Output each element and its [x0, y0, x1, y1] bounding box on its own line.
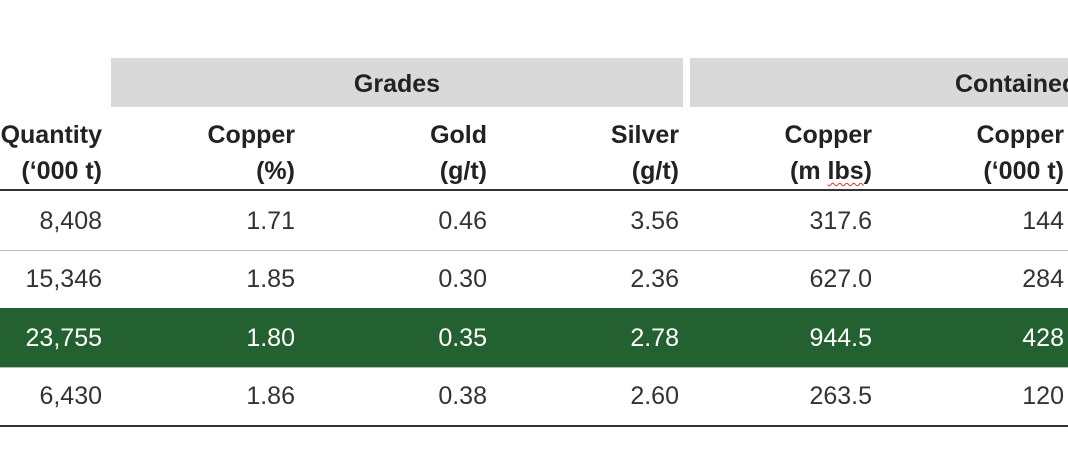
- highlight-row: [0, 308, 1068, 367]
- cell: 2.60: [630, 382, 679, 410]
- column-header: Silver: [610, 121, 679, 149]
- column-header: (m lbs): [790, 157, 872, 185]
- cell: 627.0: [809, 265, 872, 293]
- cell: 0.30: [438, 265, 487, 293]
- row-rule: [0, 250, 1068, 251]
- cell: 3.56: [630, 206, 679, 235]
- cell: 6,430: [39, 382, 102, 410]
- column-header: (g/t): [439, 157, 487, 185]
- cell: 263.5: [809, 382, 872, 410]
- header-rule: [0, 189, 1068, 191]
- cell: 1.86: [246, 382, 295, 410]
- cell: 2.78: [630, 323, 679, 352]
- contained-bar: [690, 58, 1068, 107]
- grades-bar: [111, 58, 683, 107]
- cell: 0.46: [438, 206, 487, 235]
- cell: 15,346: [25, 265, 102, 293]
- cell: 144: [1022, 206, 1064, 235]
- cell: 428: [1022, 323, 1064, 352]
- column-header: (‘000 t): [983, 157, 1064, 185]
- cell: 0.35: [438, 323, 487, 352]
- cell: 944.5: [809, 323, 872, 352]
- cell: 23,755: [25, 323, 102, 352]
- cell: 120: [1022, 382, 1064, 410]
- cell: 0.38: [438, 382, 487, 410]
- cell: 1.71: [246, 206, 295, 235]
- column-header: (‘000 t): [21, 157, 102, 185]
- column-header: Copper: [976, 121, 1065, 149]
- bottom-rule: [0, 425, 1068, 427]
- cell: 8,408: [39, 206, 102, 235]
- cell: 317.6: [809, 206, 872, 235]
- column-header: (%): [256, 157, 295, 185]
- column-header: Copper: [207, 121, 296, 149]
- column-header: Quantity: [0, 121, 102, 149]
- cell: 2.36: [630, 265, 679, 293]
- cell: 1.85: [246, 265, 295, 293]
- column-header: Copper: [784, 121, 873, 149]
- cell: 1.80: [246, 323, 295, 352]
- column-header: Gold: [430, 121, 487, 149]
- row-rule: [0, 367, 1068, 368]
- group-header: Grades: [353, 70, 441, 98]
- cell: 284: [1022, 265, 1064, 293]
- group-header: Contained: [955, 70, 1068, 98]
- column-header: (g/t): [631, 157, 679, 185]
